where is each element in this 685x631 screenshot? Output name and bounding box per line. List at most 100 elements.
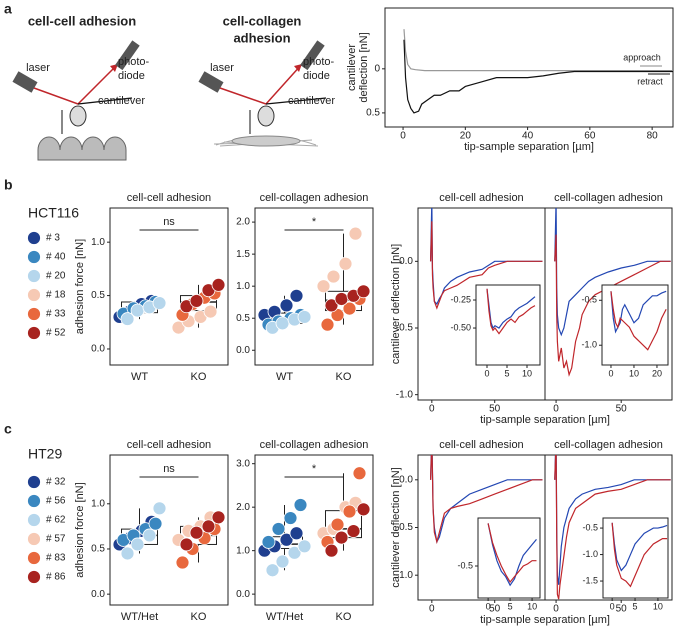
data-point bbox=[316, 279, 331, 294]
legend-label: # 18 bbox=[46, 290, 66, 301]
diagram-label: photo- bbox=[303, 56, 335, 68]
diagram-title: cell-collagen bbox=[223, 13, 302, 28]
chart-title: cell-cell adhesion bbox=[127, 192, 211, 204]
y-tick-label: -0.5 bbox=[582, 522, 598, 532]
legend-label: # 62 bbox=[46, 515, 66, 526]
chart-title: cell-collagen adhesion bbox=[554, 439, 663, 451]
data-point bbox=[330, 517, 345, 532]
data-point bbox=[175, 555, 190, 570]
y-tick-label: 0.0 bbox=[236, 345, 250, 356]
y-tick-label: 0.0 bbox=[399, 256, 413, 267]
data-point bbox=[275, 316, 290, 331]
legend-label: # 52 bbox=[46, 328, 66, 339]
y-tick-label: 1.0 bbox=[236, 281, 250, 292]
x-tick-label: KO bbox=[336, 611, 352, 623]
y-tick-label: -0.5 bbox=[457, 560, 473, 570]
diagram-label: cantilever bbox=[288, 95, 335, 107]
legend-label: # 20 bbox=[46, 271, 66, 282]
legend-swatch bbox=[27, 250, 41, 264]
data-point bbox=[297, 310, 312, 324]
x-tick-label: 40 bbox=[522, 131, 534, 142]
x-tick-label: 10 bbox=[653, 601, 663, 611]
legend-swatch bbox=[27, 326, 41, 340]
data-point bbox=[338, 256, 353, 271]
afm-diagram bbox=[198, 40, 327, 147]
x-tick-label: 0 bbox=[553, 404, 559, 415]
data-line bbox=[487, 523, 537, 587]
diagram-label: cantilever bbox=[98, 95, 145, 107]
y-tick-label: 1.0 bbox=[236, 545, 250, 556]
data-point bbox=[120, 546, 135, 561]
legend-label: # 56 bbox=[46, 496, 66, 507]
y-tick-label: 1.5 bbox=[236, 249, 250, 260]
y-tick-label: 0.0 bbox=[399, 474, 413, 485]
x-tick-label: 10 bbox=[527, 601, 537, 611]
data-point bbox=[334, 292, 349, 306]
x-tick-label: 10 bbox=[522, 368, 532, 378]
cell-layer bbox=[37, 136, 127, 161]
y-axis-label: adhesion force [nN] bbox=[74, 482, 86, 577]
y-tick-label: -0.5 bbox=[396, 323, 414, 334]
data-point bbox=[283, 511, 298, 525]
x-tick-label: 0 bbox=[400, 131, 406, 142]
panel-label: b bbox=[4, 177, 13, 193]
data-line bbox=[554, 208, 671, 337]
legend-swatch bbox=[27, 532, 41, 546]
data-point bbox=[346, 524, 361, 538]
data-point bbox=[211, 510, 226, 525]
legend-swatch bbox=[27, 231, 41, 245]
y-tick-label: 0.0 bbox=[236, 589, 250, 600]
data-point bbox=[342, 301, 357, 316]
inset-frame bbox=[602, 517, 669, 599]
data-line bbox=[611, 522, 668, 588]
legend-swatch bbox=[27, 307, 41, 321]
data-point bbox=[211, 277, 226, 292]
x-tick-label: 50 bbox=[616, 604, 628, 615]
legend-label: # 40 bbox=[46, 252, 66, 263]
annotation: retract bbox=[637, 76, 663, 86]
chart-title: cell-collagen adhesion bbox=[554, 192, 663, 204]
chart-title: cell-cell adhesion bbox=[127, 439, 211, 451]
data-point bbox=[356, 502, 371, 517]
x-tick-label: WT/Het bbox=[266, 611, 303, 623]
data-point bbox=[324, 543, 339, 558]
x-tick-label: 0 bbox=[553, 604, 559, 615]
x-tick-label: WT bbox=[276, 371, 293, 383]
data-point bbox=[265, 563, 280, 578]
x-tick-label: 0 bbox=[484, 368, 489, 378]
diagram-label: diode bbox=[303, 70, 330, 82]
arrow-head bbox=[294, 64, 302, 72]
data-point bbox=[297, 539, 312, 554]
y-tick-label: 0.5 bbox=[91, 544, 105, 555]
data-point bbox=[352, 466, 367, 481]
diagram-label: laser bbox=[210, 62, 234, 74]
data-point bbox=[289, 288, 304, 303]
legend-swatch bbox=[27, 513, 41, 527]
y-tick-label: 0.5 bbox=[366, 108, 380, 119]
diagram-title: adhesion bbox=[233, 30, 290, 45]
data-line bbox=[610, 291, 667, 351]
data-point bbox=[342, 504, 357, 519]
y-tick-label: -0.5 bbox=[396, 522, 414, 533]
data-point bbox=[152, 296, 167, 310]
data-line bbox=[487, 523, 537, 584]
legend-label: # 33 bbox=[46, 309, 66, 320]
diagram-label: laser bbox=[26, 62, 50, 74]
significance-label: ns bbox=[163, 463, 175, 475]
data-point bbox=[324, 298, 339, 313]
legend-label: # 3 bbox=[46, 233, 60, 244]
legend-label: # 32 bbox=[46, 477, 66, 488]
x-tick-label: WT bbox=[131, 371, 148, 383]
x-tick-label: 0 bbox=[610, 601, 615, 611]
y-tick-label: 2.0 bbox=[236, 217, 250, 228]
x-tick-label: 10 bbox=[629, 368, 639, 378]
cell-line: HCT116 bbox=[28, 205, 79, 221]
y-tick-label: -1.0 bbox=[582, 549, 598, 559]
inset-frame bbox=[475, 284, 541, 366]
y-tick-label: 2.0 bbox=[236, 502, 250, 513]
legend-swatch bbox=[27, 494, 41, 508]
diagram-title: cell-cell adhesion bbox=[28, 13, 136, 28]
x-tick-label: 0 bbox=[429, 604, 435, 615]
x-tick-label: KO bbox=[191, 371, 207, 383]
